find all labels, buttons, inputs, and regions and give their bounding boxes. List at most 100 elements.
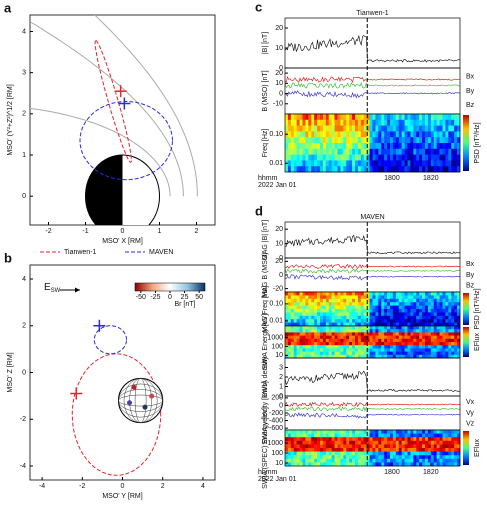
spectrogram-cell: [372, 458, 376, 463]
spectrogram-cell: [314, 319, 318, 323]
spectrogram-cell: [442, 319, 446, 323]
spectrogram-cell: [375, 292, 379, 296]
spectrogram-cell: [445, 119, 449, 126]
spectrogram-cell: [317, 458, 321, 463]
spectrogram-cell: [290, 440, 295, 445]
spectrogram-cell: [287, 430, 292, 434]
spectrogram-cell: [442, 332, 446, 336]
spectrogram-cell: [392, 335, 397, 340]
spectrogram-cell: [401, 458, 405, 463]
spectrogram-cell: [401, 351, 405, 356]
spectrogram-cell: [369, 322, 373, 327]
spectrogram-cell: [320, 342, 324, 346]
spectrogram-cell: [384, 451, 388, 456]
spectrogram-cell: [436, 312, 440, 317]
spectrogram-cell: [349, 354, 353, 359]
spectrogram-cell: [422, 433, 426, 438]
spectrogram-cell: [439, 462, 443, 467]
spectrogram-cell: [454, 433, 458, 438]
spectrogram-cell: [285, 351, 289, 356]
spectrogram-cell: [392, 440, 397, 445]
y-tick-label: 20: [275, 258, 283, 265]
spectrogram-cell: [317, 312, 321, 317]
spectrogram-cell: [337, 332, 341, 336]
spectrogram-cell: [451, 322, 455, 327]
spectrogram-cell: [416, 131, 420, 138]
spectrogram-cell: [378, 354, 382, 359]
spectrogram-cell: [308, 335, 312, 340]
spectrogram-cell: [448, 458, 452, 463]
spectrogram-cell: [334, 315, 338, 320]
spectrogram-cell: [419, 430, 423, 434]
spectrogram-cell: [395, 295, 400, 300]
spectrogram-cell: [445, 322, 449, 327]
spectrogram-cell: [352, 166, 356, 173]
spectrogram-cell: [349, 322, 353, 327]
spectrogram-cell: [360, 292, 365, 296]
spectrogram-cell: [410, 143, 414, 150]
spectrogram-cell: [392, 345, 397, 349]
spectrogram-cell: [302, 315, 306, 320]
spectrogram-cell: [369, 462, 373, 467]
spectrogram-cell: [372, 433, 376, 438]
spectrogram-cell: [430, 451, 435, 456]
spectrogram-cell: [322, 462, 327, 467]
spectrogram-cell: [378, 298, 382, 303]
spectrogram-cell: [442, 302, 446, 306]
spectrogram-cell: [457, 305, 461, 310]
spectrogram-cell: [325, 302, 330, 306]
spectrogram-cell: [357, 335, 362, 340]
spectrogram-cell: [451, 312, 455, 317]
spectrogram-cell: [331, 430, 335, 434]
spectrogram-cell: [416, 458, 420, 463]
spectrogram-cell: [384, 119, 388, 126]
spectrogram-cell: [285, 148, 289, 155]
spectrogram-cell: [413, 312, 417, 317]
spectrogram-cell: [387, 322, 391, 327]
spectrogram-cell: [322, 312, 327, 317]
spectrogram-cell: [328, 298, 332, 303]
spectrogram-cell: [384, 462, 388, 467]
spectrogram-cell: [439, 137, 443, 144]
spectrogram-cell: [369, 332, 373, 336]
spectrogram-cell: [334, 342, 338, 346]
spectrogram-cell: [439, 315, 443, 320]
spectrogram-cell: [360, 137, 365, 144]
spectrogram-cell: [390, 312, 394, 317]
spectrogram-cell: [425, 440, 429, 445]
spectrogram-cell: [457, 348, 461, 352]
spectrogram-cell: [346, 326, 350, 330]
spectrogram-cell: [366, 309, 370, 313]
spectrogram-cell: [287, 305, 292, 310]
spectrogram-cell: [381, 440, 385, 445]
spectrogram-cell: [439, 114, 443, 121]
spectrogram-cell: [363, 131, 367, 138]
spectrogram-cell: [293, 451, 297, 456]
spectrogram-cell: [299, 430, 303, 434]
spectrogram-cell: [311, 351, 315, 356]
spectrogram-cell: [401, 154, 405, 161]
spectrogram-cell: [392, 458, 397, 463]
spectrogram-cell: [404, 338, 408, 343]
spectrogram-cell: [311, 448, 315, 452]
spectrogram-cell: [413, 154, 417, 161]
spectrogram-cell: [401, 309, 405, 313]
spectrogram-cell: [410, 351, 414, 356]
spectrogram-cell: [334, 458, 338, 463]
spectrogram-cell: [390, 295, 394, 300]
spectrogram-cell: [425, 125, 429, 132]
spectrogram-cell: [334, 444, 338, 449]
spectrogram-cell: [360, 166, 365, 173]
spectrogram-cell: [357, 462, 362, 467]
spectrogram-cell: [401, 455, 405, 460]
spectrogram-cell: [433, 143, 437, 150]
spectrogram-cell: [296, 302, 300, 306]
spectrogram-cell: [308, 119, 312, 126]
spectrogram-cell: [427, 154, 432, 161]
spectrogram-cell: [457, 332, 461, 336]
spectrogram-cell: [369, 335, 373, 340]
spectrogram-cell: [337, 345, 341, 349]
spectrogram-cell: [363, 322, 367, 327]
spectrogram-cell: [381, 312, 385, 317]
